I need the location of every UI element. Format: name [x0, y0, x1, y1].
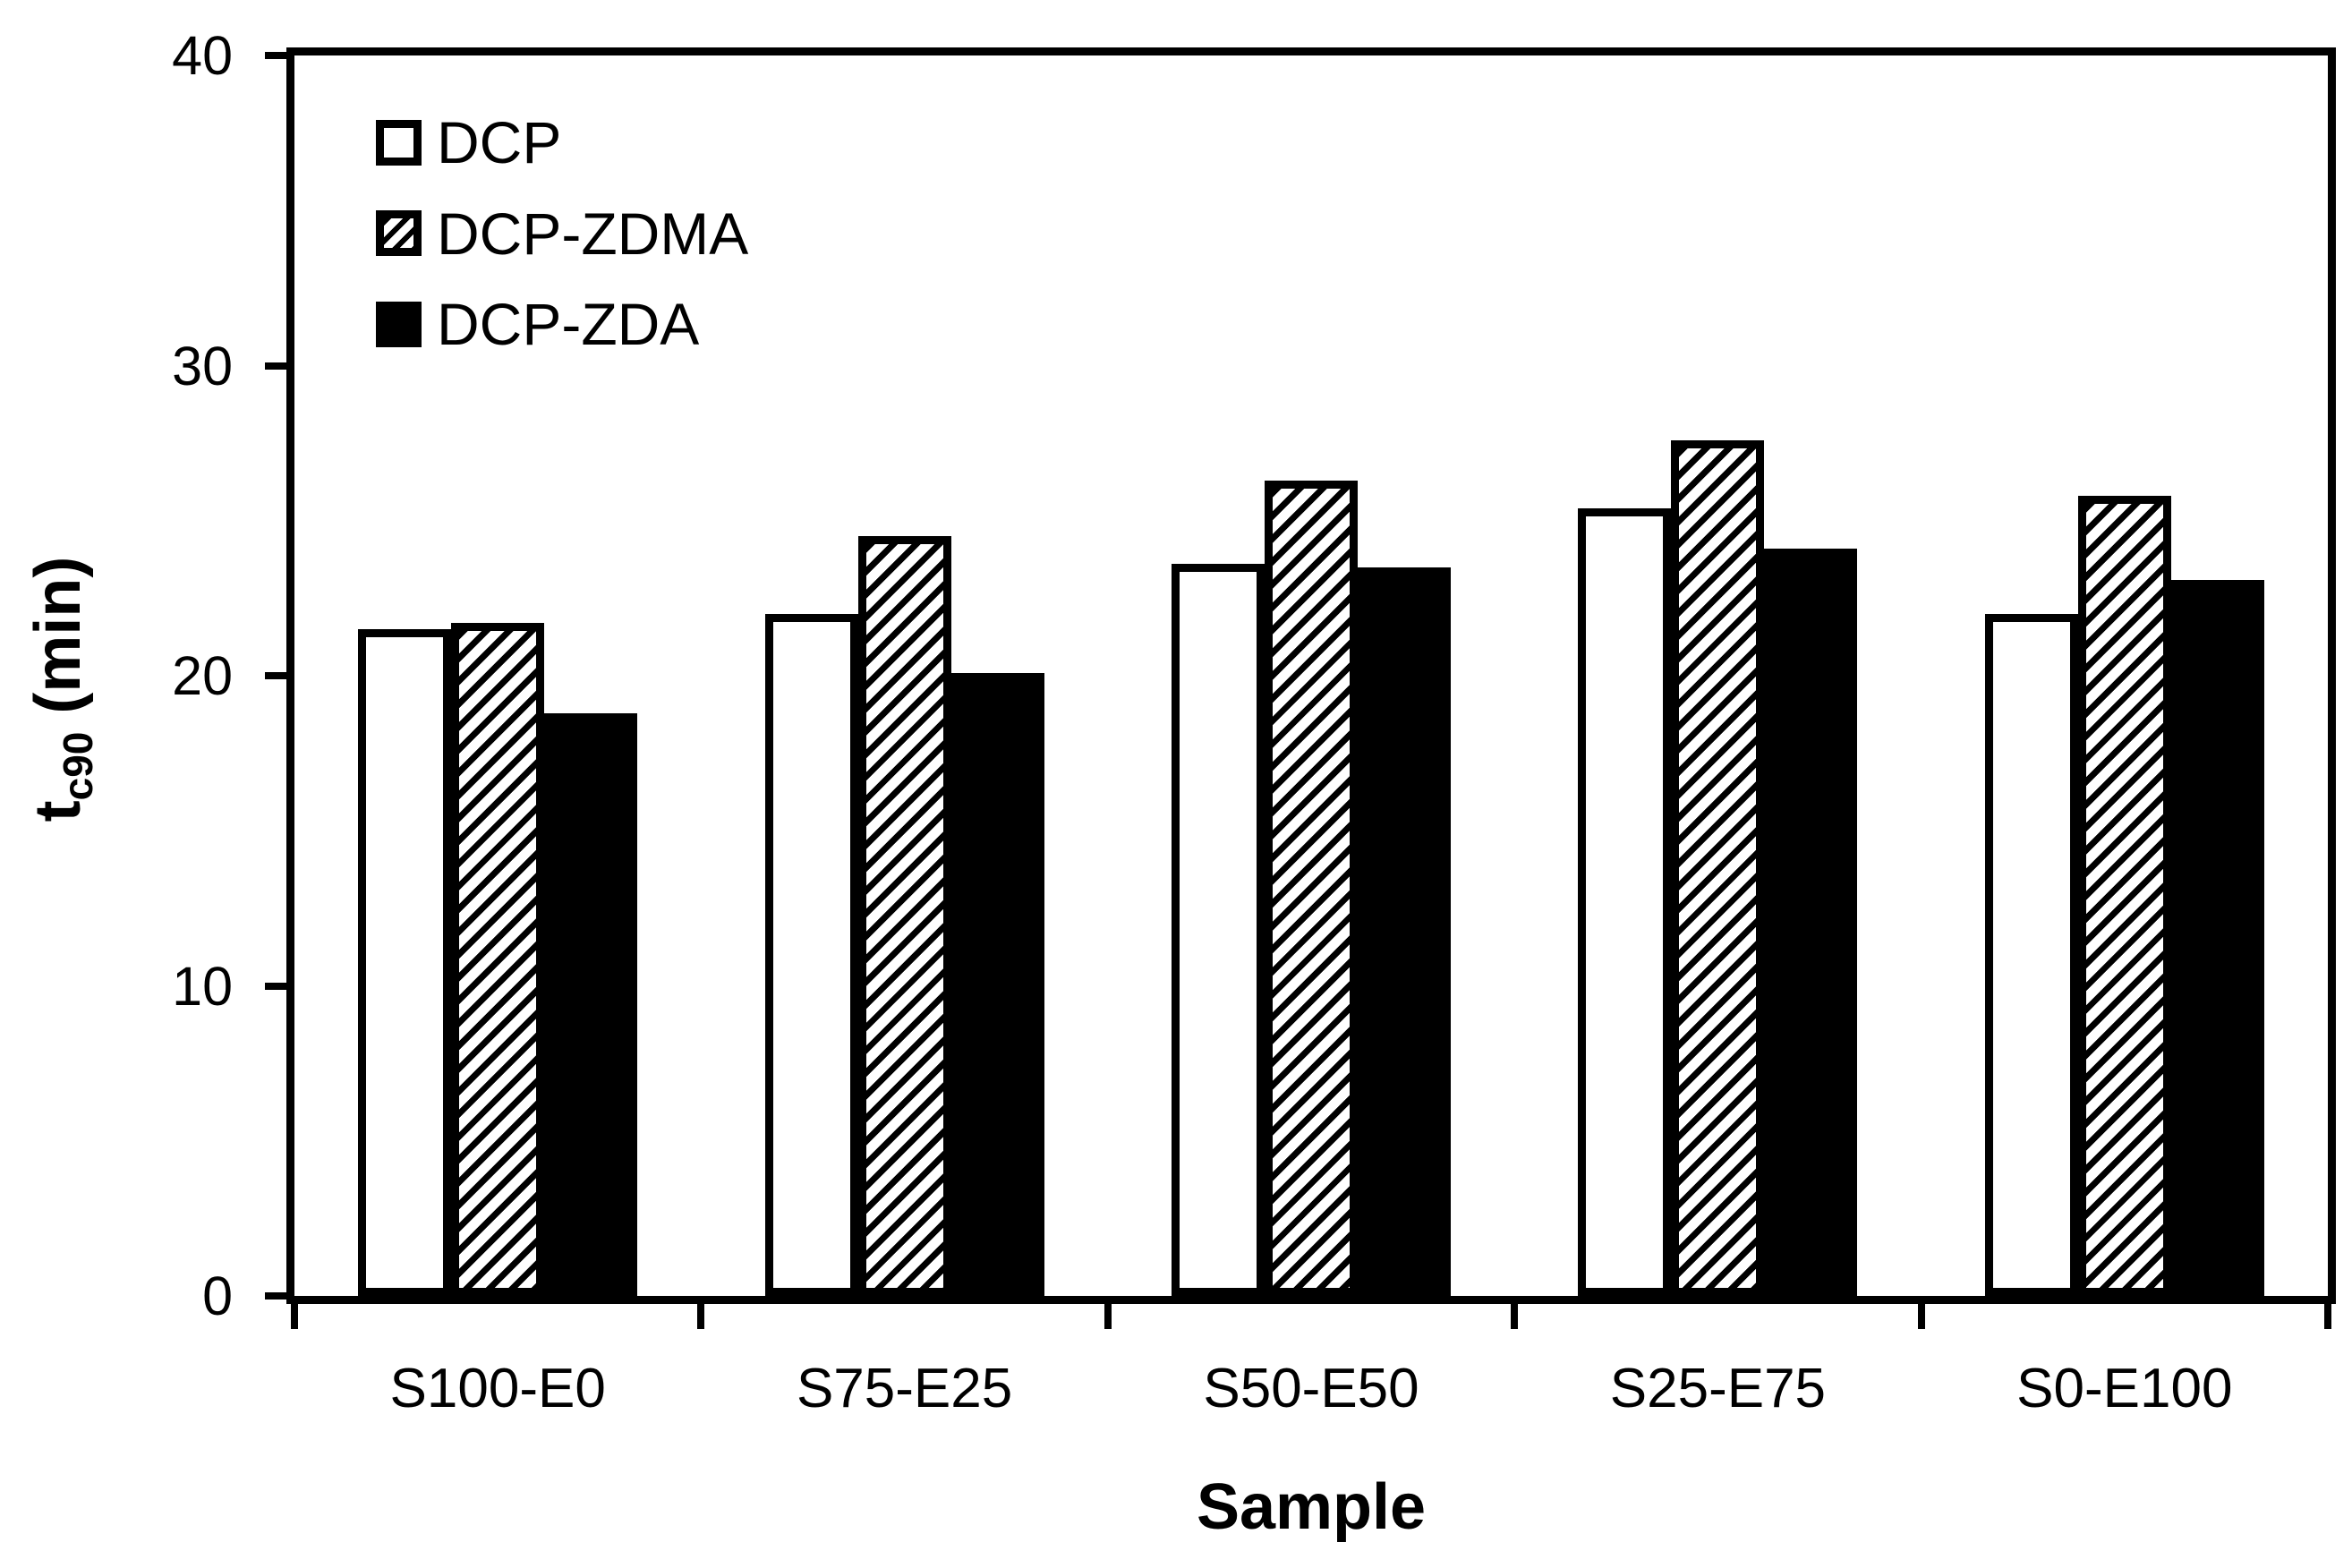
legend-label: DCP-ZDMA: [437, 200, 749, 267]
y-axis-tick-label: 10: [172, 955, 233, 1017]
bar-dcp-s75-e25: [764, 613, 858, 1296]
y-axis-tick: [265, 672, 294, 679]
y-axis-tick: [265, 1292, 294, 1300]
x-axis-category-label: S75-E25: [796, 1358, 1013, 1419]
bar-dcp-s0-e100: [1984, 613, 2078, 1296]
y-axis-title-base: t: [22, 800, 94, 822]
bar-dcp-zdma-s100-e0: [451, 623, 545, 1296]
x-axis-category-label: S0-E100: [2016, 1358, 2233, 1419]
bar-dcp-zda-s75-e25: [950, 672, 1044, 1296]
legend-swatch-white-icon: [376, 119, 422, 166]
legend-label: DCP-ZDA: [437, 291, 700, 357]
bar-dcp-zda-s50-e50: [1358, 567, 1451, 1296]
legend-label: DCP: [437, 109, 562, 175]
bar-dcp-zda-s25-e75: [1764, 548, 1858, 1296]
x-axis-tick: [1511, 1302, 1519, 1329]
legend-swatch-black-icon: [376, 301, 422, 347]
y-axis-tick: [265, 982, 294, 990]
x-axis-category-label: S50-E50: [1203, 1358, 1419, 1419]
y-axis-tick-label: 0: [202, 1265, 233, 1326]
x-axis-tick: [1917, 1302, 1925, 1329]
bar-dcp-s25-e75: [1578, 507, 1672, 1296]
x-axis-tick: [291, 1302, 298, 1329]
legend-item-dcp-zda: DCP-ZDA: [376, 294, 699, 354]
y-axis-tick-label: 20: [172, 645, 233, 706]
bar-dcp-zdma-s25-e75: [1671, 439, 1765, 1296]
y-axis-title-subscript: c90: [55, 731, 101, 801]
legend-item-dcp: DCP: [376, 113, 561, 172]
bar-dcp-zda-s0-e100: [2170, 579, 2264, 1296]
x-axis-tick: [697, 1302, 705, 1329]
bar-dcp-s50-e50: [1172, 564, 1265, 1296]
bar-dcp-zda-s100-e0: [544, 712, 638, 1296]
x-axis-category-label: S100-E0: [389, 1358, 606, 1419]
y-axis-tick-label: 30: [172, 335, 233, 396]
legend-swatch-hatched-icon: [376, 210, 422, 256]
y-axis-tick: [265, 52, 294, 59]
x-axis-tick: [2324, 1302, 2331, 1329]
bar-dcp-s100-e0: [358, 629, 452, 1296]
bar-dcp-zdma-s75-e25: [857, 536, 951, 1296]
y-axis-tick: [265, 362, 294, 370]
bar-dcp-zdma-s50-e50: [1265, 480, 1358, 1296]
x-axis-title: Sample: [1196, 1471, 1427, 1543]
y-axis-tick-label: 40: [172, 25, 233, 86]
x-axis-tick: [1104, 1302, 1112, 1329]
legend-item-dcp-zdma: DCP-ZDMA: [376, 204, 748, 263]
x-axis-category-label: S25-E75: [1609, 1358, 1827, 1419]
bar-dcp-zdma-s0-e100: [2077, 496, 2171, 1296]
